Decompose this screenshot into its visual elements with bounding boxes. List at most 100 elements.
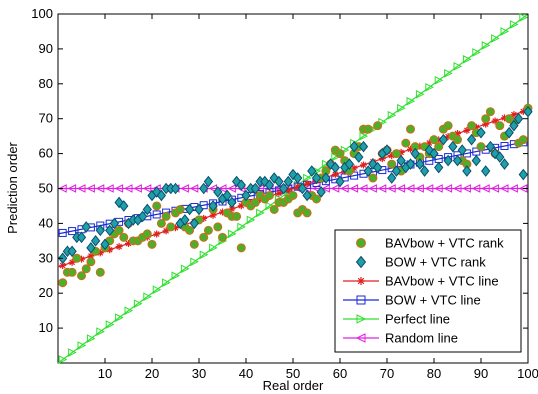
perfect-line-marker bbox=[303, 173, 312, 183]
perfect-line-marker bbox=[77, 341, 87, 350]
bavbow-vtc-line-marker-stroke bbox=[162, 227, 170, 235]
x-tick-label: 60 bbox=[333, 366, 347, 381]
legend-swatch-marker bbox=[355, 333, 366, 343]
bow-vtc-rank-point bbox=[358, 140, 369, 153]
bavbow-vtc-line-marker bbox=[303, 180, 311, 188]
random-line-marker bbox=[105, 184, 114, 193]
random-line-marker bbox=[499, 184, 509, 193]
perfect-line-marker bbox=[152, 285, 162, 295]
bavbow-vtc-line-marker bbox=[162, 227, 170, 235]
bavbow-vtc-rank-point bbox=[185, 225, 195, 235]
random-line-marker bbox=[133, 184, 142, 193]
bavbow-vtc-line-marker bbox=[228, 205, 236, 213]
legend-swatch-marker bbox=[356, 238, 366, 248]
bavbow-vtc-rank-point bbox=[434, 142, 444, 152]
bavbow-vtc-line-marker-stroke bbox=[510, 111, 518, 119]
bow-vtc-line-marker bbox=[152, 210, 161, 219]
legend: BAVbow + VTC rank BOW + VTC rank BAVbow + … bbox=[334, 229, 522, 353]
y-axis-label: Prediction order bbox=[5, 141, 20, 233]
bow-vtc-rank-point bbox=[443, 154, 453, 167]
bow-vtc-rank-point bbox=[302, 189, 312, 202]
bavbow-vtc-line-marker bbox=[388, 152, 396, 160]
y-tick-label: 70 bbox=[39, 111, 53, 126]
perfect-line-marker bbox=[171, 271, 181, 281]
legend-item: BAVbow + VTC rank bbox=[356, 236, 504, 251]
bavbow-vtc-line-marker bbox=[237, 202, 245, 210]
bavbow-vtc-line-marker-stroke bbox=[275, 189, 283, 197]
legend-swatch-marker bbox=[356, 314, 367, 324]
perfect-line-marker bbox=[331, 152, 340, 162]
perfect-line-marker bbox=[58, 355, 68, 364]
random-line-marker bbox=[340, 184, 349, 193]
bavbow-vtc-line-marker bbox=[78, 255, 85, 263]
legend-item: BOW + VTC rank bbox=[355, 255, 486, 270]
bavbow-vtc-line-marker bbox=[87, 252, 95, 260]
bow-vtc-rank-point bbox=[86, 242, 96, 254]
perfect-line-marker bbox=[68, 348, 77, 357]
bavbow-vtc-rank-point bbox=[147, 239, 157, 249]
bow-vtc-line-marker bbox=[68, 227, 77, 236]
x-tick-label: 50 bbox=[286, 366, 300, 381]
bow-vtc-rank-point bbox=[391, 165, 402, 177]
perfect-line-marker bbox=[105, 320, 115, 329]
perfect-line-marker bbox=[500, 27, 510, 36]
bavbow-vtc-line-marker-stroke bbox=[435, 136, 443, 144]
legend-swatch-marker-stroke bbox=[357, 277, 365, 285]
random-line-marker bbox=[58, 184, 67, 193]
bow-vtc-rank-point bbox=[203, 175, 214, 188]
legend-swatch-marker bbox=[355, 255, 367, 269]
bavbow-vtc-rank-point bbox=[213, 222, 223, 232]
random-line-marker bbox=[189, 184, 199, 193]
bavbow-vtc-rank-point bbox=[387, 159, 397, 169]
bavbow-vtc-rank-point bbox=[453, 135, 462, 145]
bavbow-vtc-line-marker-stroke bbox=[350, 164, 358, 172]
bavbow-vtc-rank-point bbox=[86, 257, 96, 267]
perfect-line-marker bbox=[180, 264, 190, 274]
bow-vtc-rank-point bbox=[382, 144, 392, 156]
bavbow-vtc-rank-point bbox=[95, 267, 105, 277]
x-tick-label: 20 bbox=[145, 366, 159, 381]
bavbow-vtc-rank-point bbox=[406, 124, 415, 134]
random-line-marker bbox=[424, 184, 434, 193]
bow-vtc-line-marker bbox=[58, 228, 67, 237]
bavbow-vtc-line-marker bbox=[96, 249, 104, 257]
random-line-marker bbox=[405, 184, 415, 193]
perfect-line-marker bbox=[96, 327, 105, 336]
bow-vtc-rank-point bbox=[466, 133, 477, 146]
bow-vtc-line-marker bbox=[500, 142, 509, 151]
legend-label: BOW + VTC rank bbox=[385, 255, 486, 270]
bow-vtc-rank-point bbox=[405, 158, 416, 170]
perfect-line-marker bbox=[397, 103, 406, 113]
bavbow-vtc-line-marker-stroke bbox=[172, 224, 179, 232]
bavbow-vtc-rank-point bbox=[236, 243, 246, 253]
random-line-marker bbox=[180, 184, 189, 193]
bavbow-vtc-line-marker bbox=[435, 136, 443, 144]
bavbow-vtc-line-marker bbox=[68, 258, 76, 266]
bavbow-vtc-rank-point bbox=[476, 142, 486, 152]
random-line-marker bbox=[95, 184, 105, 193]
bow-vtc-rank-point bbox=[307, 165, 317, 177]
bavbow-vtc-line-marker bbox=[360, 161, 367, 169]
bow-vtc-rank-point bbox=[321, 172, 331, 184]
y-tick-label: 30 bbox=[39, 250, 53, 265]
x-tick-label: 100 bbox=[517, 366, 538, 381]
bow-vtc-rank-point bbox=[523, 105, 533, 118]
series-random-line bbox=[58, 184, 528, 193]
bavbow-vtc-rank-point bbox=[401, 138, 411, 148]
bavbow-vtc-line-marker-stroke bbox=[425, 139, 433, 147]
bavbow-vtc-line-marker-stroke bbox=[331, 170, 339, 178]
bavbow-vtc-line-marker-stroke bbox=[237, 202, 245, 210]
y-tick-label: 10 bbox=[39, 320, 53, 335]
bow-vtc-rank-point bbox=[396, 154, 406, 167]
perfect-line-marker bbox=[86, 334, 96, 343]
bavbow-vtc-line-marker bbox=[501, 114, 508, 122]
random-line-marker bbox=[481, 184, 490, 193]
bow-vtc-rank-point bbox=[372, 161, 383, 174]
bavbow-vtc-line-marker-stroke bbox=[454, 130, 461, 138]
perfect-line-marker bbox=[256, 208, 265, 218]
bavbow-vtc-rank-point bbox=[467, 121, 477, 131]
bavbow-vtc-line-marker bbox=[407, 145, 414, 153]
random-line-marker bbox=[227, 184, 236, 193]
bavbow-vtc-line-marker bbox=[425, 139, 433, 147]
bow-vtc-rank-point bbox=[274, 175, 284, 188]
